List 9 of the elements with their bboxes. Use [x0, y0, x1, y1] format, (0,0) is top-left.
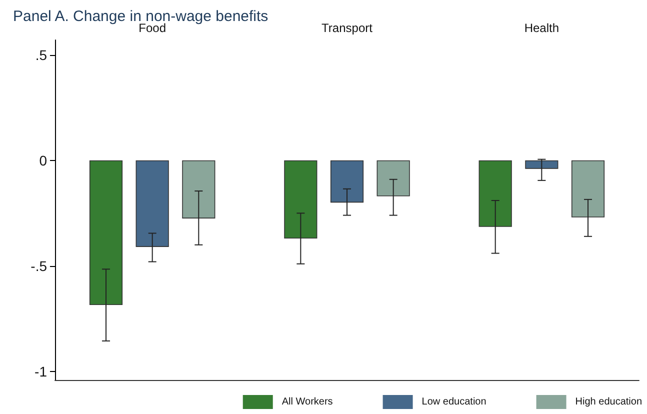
x-tick-label: Transport: [322, 21, 374, 35]
legend-label: High education: [575, 396, 642, 408]
y-tick-label: -1: [34, 364, 48, 380]
y-tick-label: 0: [39, 152, 48, 168]
legend-label: Low education: [422, 396, 486, 408]
y-tick-label: -.5: [30, 258, 48, 274]
x-tick-label: Health: [524, 21, 560, 35]
legend-label: All Workers: [282, 396, 333, 408]
y-tick-label: .5: [35, 46, 48, 63]
